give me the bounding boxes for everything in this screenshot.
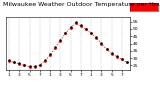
Text: Milwaukee Weather Outdoor Temperature per Hour (24 Hours): Milwaukee Weather Outdoor Temperature pe… <box>3 2 160 7</box>
